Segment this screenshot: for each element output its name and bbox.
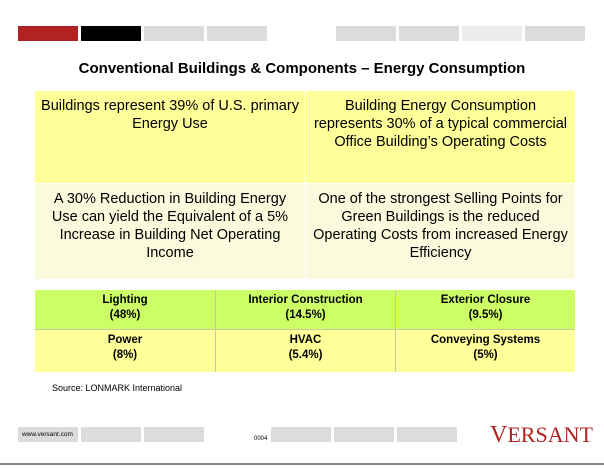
fact-cell: Buildings represent 39% of U.S. primary …: [35, 91, 305, 183]
bottom-bar-gray-segment: [81, 427, 141, 442]
top-bar-gray-segment: [207, 26, 267, 41]
bottom-bar-gray-segment: [144, 427, 204, 442]
component-consumption-table: Lighting (48%) Interior Construction (14…: [35, 290, 575, 372]
component-share: (9.5%): [468, 309, 503, 321]
energy-facts-grid: Buildings represent 39% of U.S. primary …: [35, 91, 575, 279]
component-share: (48%): [109, 309, 141, 321]
component-cell: Conveying Systems (5%): [395, 329, 575, 372]
logo-rest: ERSANT: [507, 422, 593, 447]
fact-cell: One of the strongest Selling Points for …: [305, 183, 575, 279]
component-name: Power: [107, 334, 143, 346]
component-name: Interior Construction: [248, 294, 363, 306]
top-bar-gray-segment: [399, 26, 459, 41]
top-bar-gray-segment: [336, 26, 396, 41]
component-share: (8%): [112, 349, 138, 361]
website-link[interactable]: www.versant.com: [22, 431, 73, 438]
bottom-bar-gray-segment: [334, 427, 394, 442]
component-name: Lighting: [102, 294, 148, 306]
component-cell: Power (8%): [35, 329, 215, 372]
component-name: Conveying Systems: [430, 334, 541, 346]
bottom-divider: [0, 463, 604, 465]
component-cell: Exterior Closure (9.5%): [395, 290, 575, 329]
page-number: 0004: [254, 436, 268, 442]
logo-initial: V: [490, 422, 508, 448]
fact-cell: A 30% Reduction in Building Energy Use c…: [35, 183, 305, 279]
bottom-bar-gray-segment: [271, 427, 331, 442]
component-name: Exterior Closure: [440, 294, 531, 306]
versant-logo: VERSANT: [490, 422, 593, 449]
source-note: Source: LONMARK International: [52, 383, 183, 393]
bottom-bar-gray-segment: [18, 427, 78, 442]
top-bar-gray-segment: [144, 26, 204, 41]
top-bar-red-segment: [18, 26, 78, 41]
component-share: (5%): [473, 349, 498, 361]
component-cell: HVAC (5.4%): [215, 329, 395, 372]
component-name: HVAC: [289, 334, 322, 346]
top-bar-black-segment: [81, 26, 141, 41]
slide-title: Conventional Buildings & Components – En…: [78, 60, 526, 77]
component-share: (14.5%): [285, 309, 326, 321]
top-bar-gray-segment: [525, 26, 585, 41]
fact-cell: Building Energy Consumption represents 3…: [305, 91, 575, 183]
component-cell: Interior Construction (14.5%): [215, 290, 395, 329]
top-bar-gray-segment: [462, 26, 522, 41]
bottom-bar-gray-segment: [397, 427, 457, 442]
component-share: (5.4%): [288, 349, 323, 361]
component-cell: Lighting (48%): [35, 290, 215, 329]
